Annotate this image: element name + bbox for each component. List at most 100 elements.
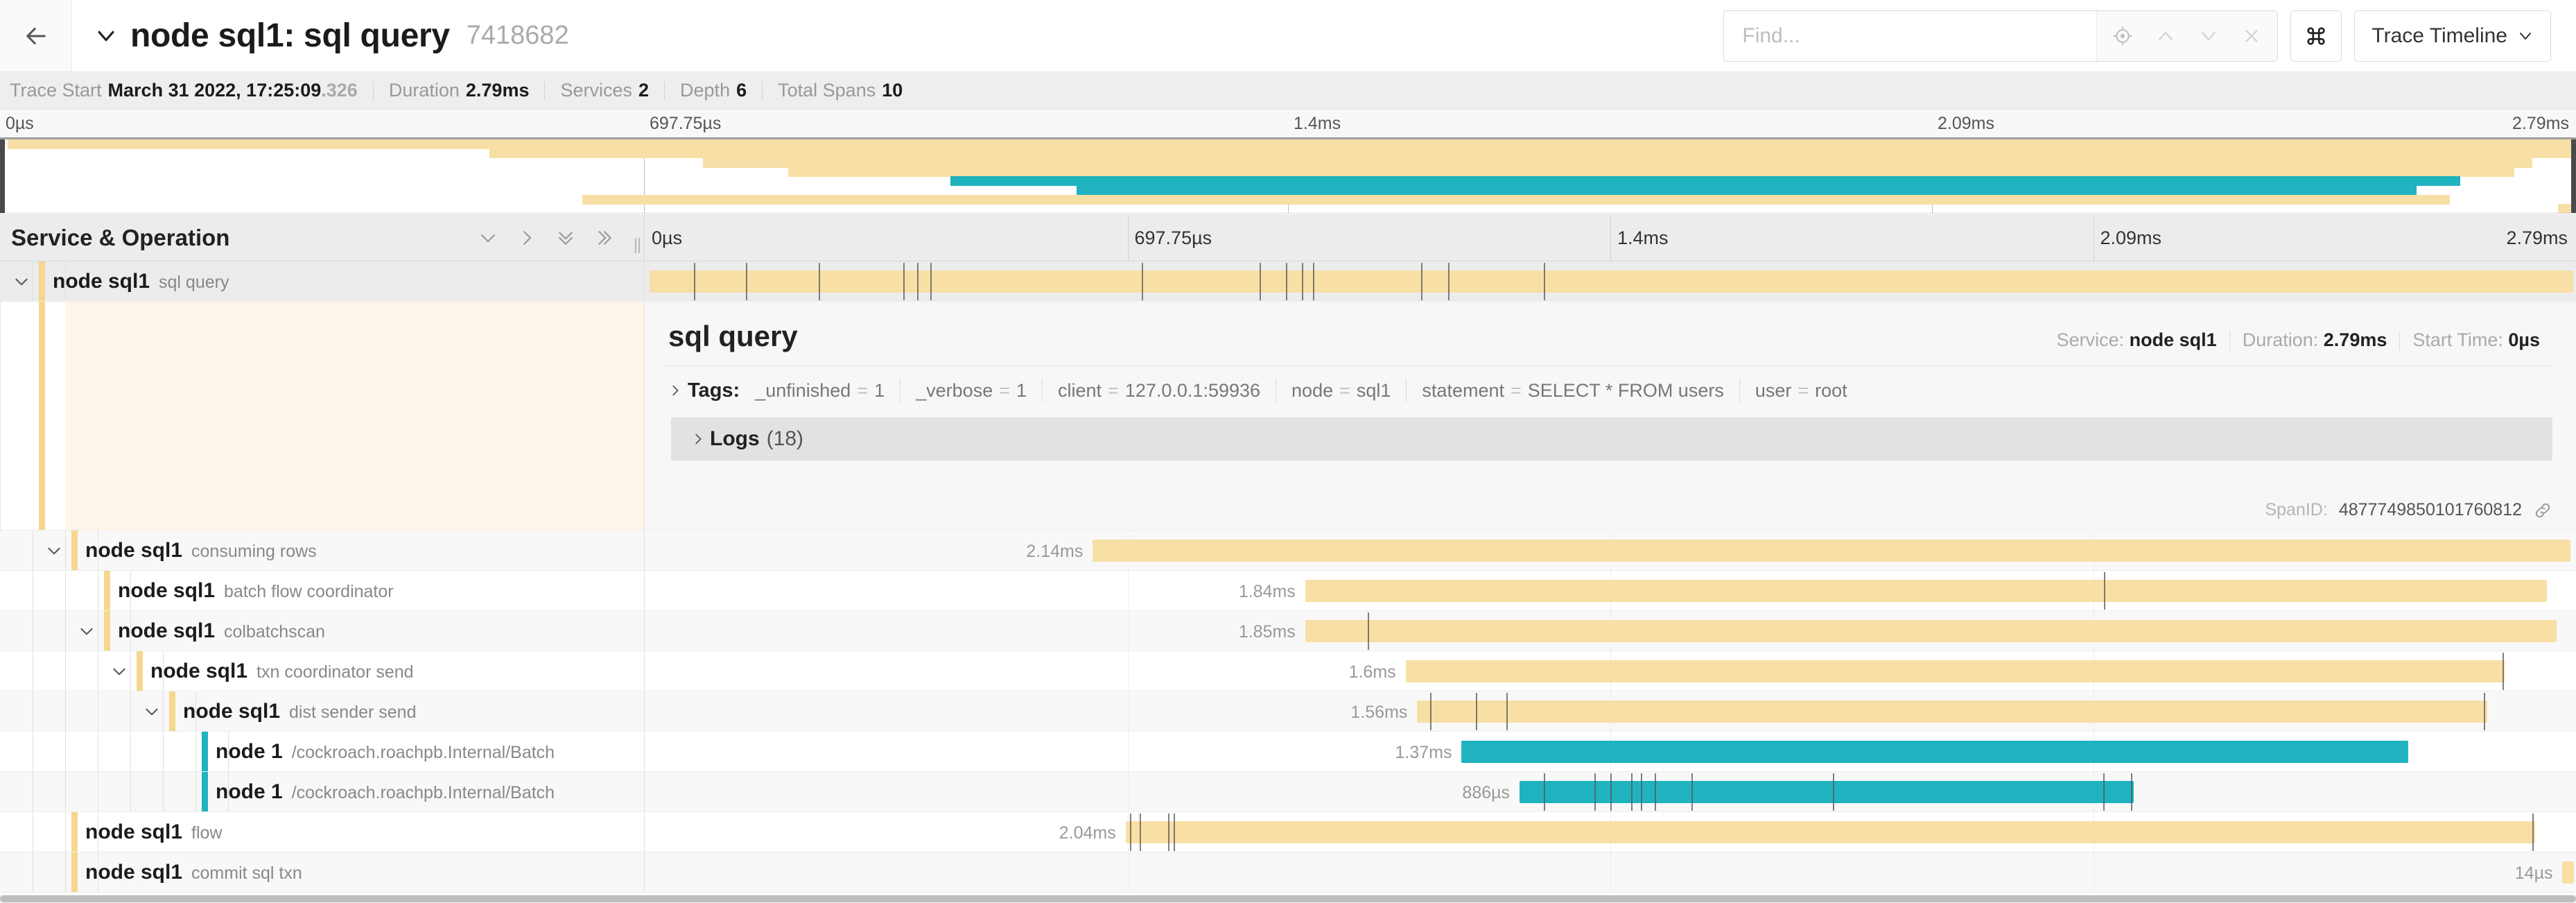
timeline-tick-label: 1.4ms [1617, 227, 1669, 248]
span-duration-bar[interactable] [1417, 700, 2487, 723]
double-chevron-right-icon [598, 230, 611, 245]
span-expand-toggle[interactable] [10, 270, 33, 293]
minimap-right-handle[interactable] [2571, 139, 2576, 213]
span-duration-bar[interactable] [1305, 580, 2548, 602]
span-bar-cell[interactable]: 1.85ms [645, 611, 2576, 651]
table-row[interactable]: node sql1 colbatchscan 1.85ms [0, 611, 2576, 651]
tag-chip[interactable]: client = 127.0.0.1:59936 [1042, 379, 1276, 402]
span-duration-bar[interactable] [1405, 660, 2505, 682]
span-name-cell[interactable]: node sql1 consuming rows [0, 531, 645, 570]
span-bar-cell[interactable]: 1.6ms [645, 651, 2576, 691]
span-log-marker [2502, 653, 2504, 690]
span-bar-cell[interactable]: 886µs [645, 772, 2576, 811]
span-duration-bar[interactable] [1520, 781, 2134, 803]
table-row[interactable]: node 1/cockroach.roachpb.Internal/Batch 1… [0, 732, 2576, 772]
span-duration-bar[interactable] [1125, 821, 2536, 843]
span-expand-toggle[interactable] [42, 539, 66, 562]
table-row[interactable]: node sql1 batch flow coordinator 1.84ms [0, 571, 2576, 611]
table-row[interactable]: node sql1 consuming rows 2.14ms [0, 531, 2576, 571]
span-duration-bar[interactable] [649, 270, 2573, 293]
keyboard-shortcuts-button[interactable] [2290, 10, 2342, 62]
link-icon[interactable] [2533, 501, 2552, 520]
table-row[interactable]: node sql1 commit sql txn 14µs [0, 852, 2576, 893]
tag-value: 127.0.0.1:59936 [1124, 379, 1261, 401]
expand-all-button[interactable] [593, 226, 616, 250]
span-label: node sql1 consuming rows [85, 539, 317, 562]
span-bar-cell[interactable]: 1.37ms [645, 732, 2576, 771]
span-name-cell[interactable]: node sql1 commit sql txn [0, 852, 645, 892]
meta-value: 6 [736, 80, 747, 101]
tags-label: Tags: [688, 379, 740, 402]
column-resize-handle[interactable] [635, 238, 640, 253]
span-name-cell[interactable]: node sql1 batch flow coordinator [0, 571, 645, 610]
search-clear-button[interactable] [2230, 11, 2273, 61]
scrollbar-thumb[interactable] [0, 895, 2576, 902]
search-prev-button[interactable] [2144, 11, 2187, 61]
tag-chip[interactable]: node = sql1 [1276, 379, 1406, 402]
span-expand-toggle[interactable] [140, 700, 164, 723]
span-log-marker [2484, 693, 2486, 730]
span-bar-cell[interactable] [645, 261, 2576, 301]
span-log-marker [693, 263, 695, 300]
detail-duration: Duration: 2.79ms [2230, 329, 2400, 351]
tag-chip[interactable]: statement = SELECT * FROM users [1406, 379, 1739, 402]
search-input[interactable] [1724, 10, 2097, 61]
table-row[interactable]: node sql1 txn coordinator send 1.6ms [0, 651, 2576, 691]
chevron-down-icon[interactable] [94, 24, 118, 48]
span-duration-bar[interactable] [1093, 540, 2570, 562]
table-row[interactable]: node sql1 flow 2.04ms [0, 812, 2576, 852]
tags-expand-toggle[interactable] [663, 383, 688, 398]
span-bar-cell[interactable]: 1.56ms [645, 691, 2576, 731]
span-detail-panel: sql query Service: node sql1 Duration: 2.7… [0, 302, 2576, 531]
span-service-name: node sql1 [85, 538, 183, 562]
trace-minimap[interactable] [0, 137, 2576, 214]
span-name-cell[interactable]: node sql1 sql query [0, 261, 645, 301]
span-name-cell[interactable]: node 1/cockroach.roachpb.Internal/Batch [0, 772, 645, 811]
table-row[interactable]: node 1/cockroach.roachpb.Internal/Batch 8… [0, 772, 2576, 812]
span-expand-toggle[interactable] [107, 660, 131, 683]
span-duration-bar[interactable] [2562, 861, 2575, 884]
view-selector-button[interactable]: Trace Timeline [2354, 10, 2551, 62]
back-button[interactable] [0, 0, 72, 71]
expand-one-level-button[interactable] [515, 226, 539, 250]
chevron-right-icon [695, 433, 702, 445]
span-name-cell[interactable]: node sql1 dist sender send [0, 691, 645, 731]
logs-section[interactable]: Logs (18) [671, 418, 2552, 461]
table-row[interactable]: node sql1 dist sender send 1.56ms [0, 691, 2576, 732]
span-operation-name: batch flow coordinator [224, 581, 394, 601]
logs-label: Logs [710, 427, 760, 450]
detail-start-time: Start Time: 0µs [2400, 329, 2552, 351]
search-box[interactable] [1723, 10, 2279, 62]
span-name-cell[interactable]: node sql1 txn coordinator send [0, 651, 645, 691]
command-key-icon [2307, 26, 2326, 45]
collapse-all-button[interactable] [554, 226, 577, 250]
search-next-button[interactable] [2187, 11, 2230, 61]
meta-value: 2 [638, 80, 650, 101]
arrow-left-icon [26, 27, 46, 44]
top-bar-actions: Trace Timeline [1723, 0, 2576, 71]
span-name-cell[interactable]: node sql1 colbatchscan [0, 611, 645, 651]
minimap-left-handle[interactable] [0, 139, 5, 213]
span-duration-bar[interactable] [1305, 620, 2557, 642]
span-duration-bar[interactable] [1461, 741, 2408, 763]
span-bar-cell[interactable]: 1.84ms [645, 571, 2576, 610]
span-name-cell[interactable]: node sql1 flow [0, 812, 645, 852]
span-name-cell[interactable]: node 1/cockroach.roachpb.Internal/Batch [0, 732, 645, 771]
span-bar-cell[interactable]: 2.14ms [645, 531, 2576, 570]
tag-chip[interactable]: _unfinished = 1 [755, 379, 900, 402]
tag-key: statement [1422, 379, 1504, 401]
span-log-marker [1506, 693, 1508, 730]
horizontal-scrollbar[interactable] [0, 895, 2576, 903]
tag-chip[interactable]: _verbose = 1 [900, 379, 1042, 402]
tag-chip[interactable]: user = root [1739, 379, 1863, 402]
logs-expand-toggle[interactable] [686, 431, 710, 447]
search-focus-button[interactable] [2101, 11, 2144, 61]
span-bar-cell[interactable]: 14µs [645, 852, 2576, 892]
table-row[interactable]: node sql1 sql query [0, 261, 2576, 302]
span-label: node 1/cockroach.roachpb.Internal/Batch [216, 780, 555, 804]
span-expand-toggle[interactable] [75, 619, 98, 643]
collapse-one-level-button[interactable] [476, 226, 500, 250]
span-bar-cell[interactable]: 2.04ms [645, 812, 2576, 852]
span-log-marker [1447, 263, 1450, 300]
meta-label: Services [560, 80, 632, 101]
